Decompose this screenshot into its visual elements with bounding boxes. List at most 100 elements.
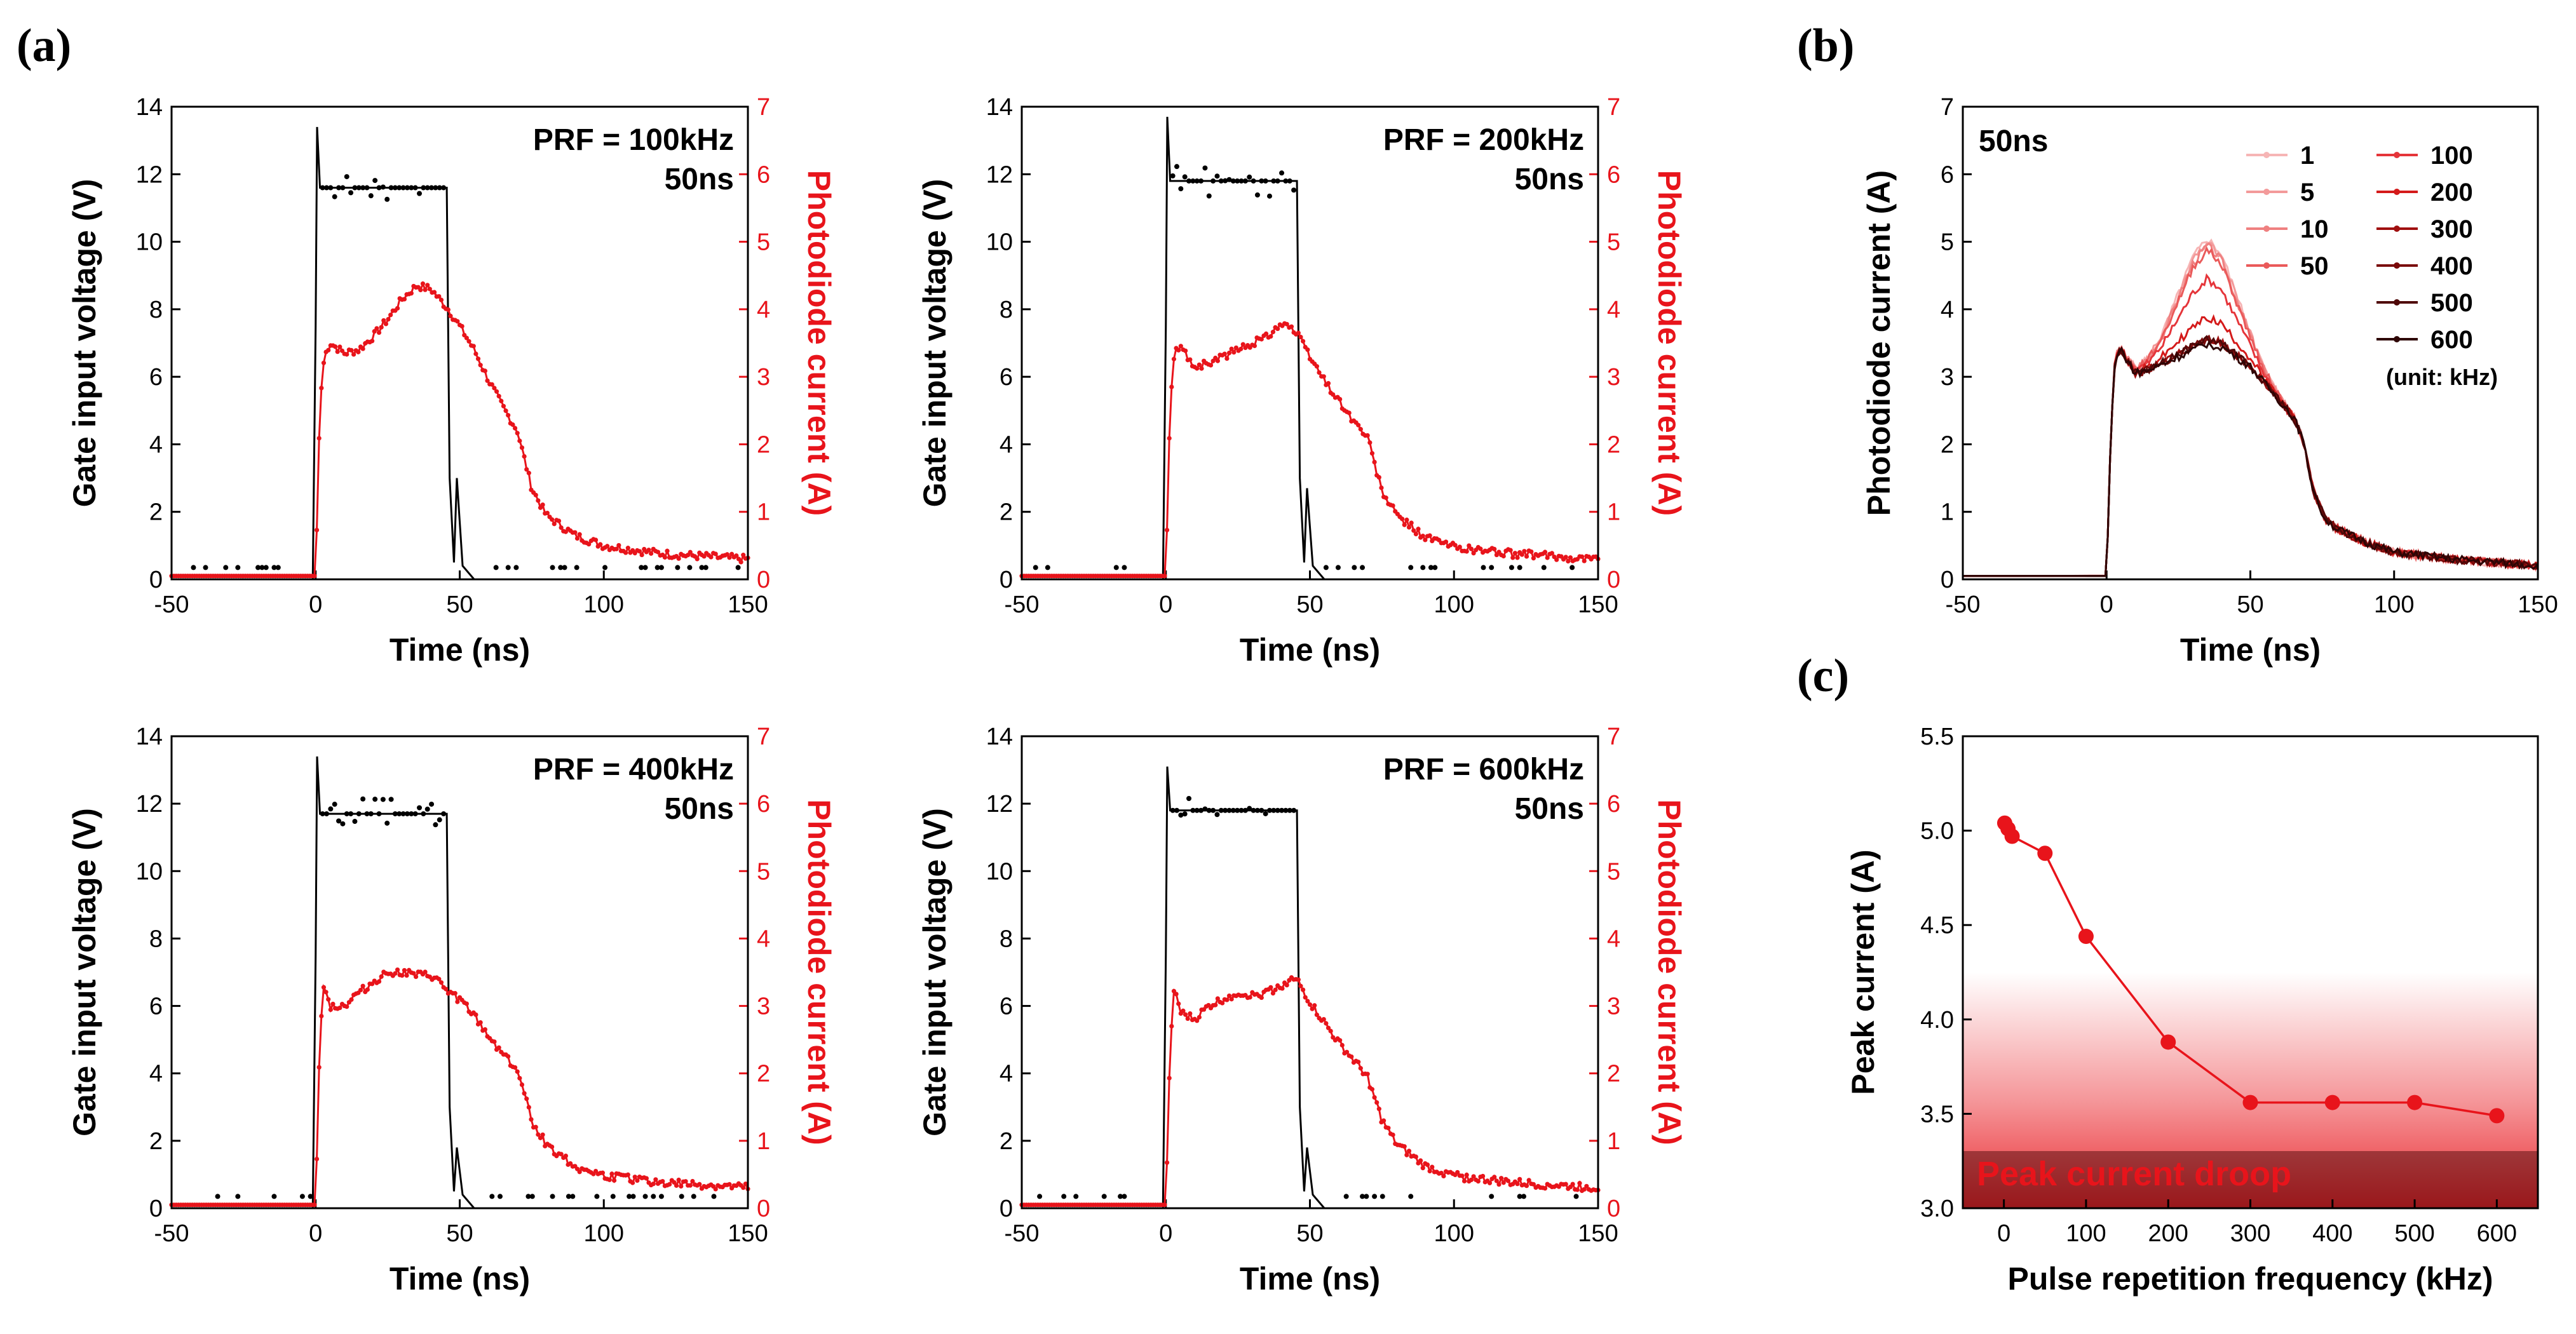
voltage-point xyxy=(1186,178,1192,184)
y-right-tick-label: 5 xyxy=(757,858,770,885)
current-point xyxy=(727,1182,732,1187)
current-point xyxy=(1199,366,1204,371)
y-tick-label: 3 xyxy=(1941,364,1954,391)
current-point xyxy=(376,330,382,335)
current-point xyxy=(420,281,426,286)
pulse-width-label: 50ns xyxy=(1515,792,1584,826)
voltage-point xyxy=(1214,812,1220,818)
current-point xyxy=(1515,555,1520,560)
voltage-point xyxy=(299,1194,305,1199)
current-point xyxy=(374,326,379,331)
voltage-point xyxy=(368,193,374,199)
voltage-point xyxy=(392,185,398,191)
y-tick-label: 2 xyxy=(1941,431,1954,458)
current-point xyxy=(492,1039,497,1044)
current-point xyxy=(1259,337,1264,342)
voltage-point xyxy=(397,185,402,191)
current-point xyxy=(1487,1180,1493,1185)
peak-point xyxy=(2004,828,2020,844)
legend-marker-600 xyxy=(2394,336,2400,342)
current-point xyxy=(690,1178,695,1184)
current-point xyxy=(1406,525,1412,530)
voltage-point xyxy=(360,185,366,191)
voltage-point xyxy=(437,817,442,823)
current-point xyxy=(478,363,483,368)
panel-label-c: (c) xyxy=(1797,650,1850,702)
current-point xyxy=(1443,539,1449,544)
plot-frame xyxy=(1020,735,1599,1209)
legend-label-10: 10 xyxy=(2300,215,2329,243)
voltage-point xyxy=(1190,178,1196,184)
y-right-tick-label: 0 xyxy=(757,567,770,593)
current-point xyxy=(1268,985,1273,990)
current-point xyxy=(503,408,508,414)
current-point xyxy=(1365,433,1370,438)
current-point xyxy=(314,527,320,533)
voltage-point xyxy=(1122,1194,1127,1199)
peak-point xyxy=(2324,1095,2340,1110)
current-point xyxy=(1176,1001,1181,1006)
voltage-point xyxy=(1372,1194,1378,1199)
current-point xyxy=(1420,1166,1425,1171)
current-point xyxy=(1185,1016,1190,1021)
legend-label-300: 300 xyxy=(2430,215,2473,243)
voltage-point xyxy=(397,811,402,817)
legend-label-50: 50 xyxy=(2300,252,2329,280)
current-point xyxy=(335,349,340,354)
y-tick-label: 0 xyxy=(1941,567,1954,593)
current-point xyxy=(1284,983,1289,988)
y-left-tick-label: 12 xyxy=(136,791,163,818)
current-point xyxy=(556,518,562,523)
voltage-point xyxy=(404,811,410,817)
voltage-point xyxy=(1202,165,1208,171)
y-right-tick-label: 2 xyxy=(1607,1061,1620,1088)
current-point xyxy=(1263,331,1269,336)
y-left-tick-label: 4 xyxy=(1000,431,1013,458)
current-point xyxy=(1301,987,1306,992)
x-tick-label: 100 xyxy=(2066,1220,2106,1247)
current-point xyxy=(323,990,329,995)
current-point xyxy=(1455,1169,1460,1175)
current-point xyxy=(337,344,342,349)
current-point xyxy=(1386,1126,1391,1131)
current-point xyxy=(482,368,488,374)
voltage-point xyxy=(1259,178,1264,184)
x-tick-label: 0 xyxy=(1159,1220,1172,1247)
prf-label: PRF = 600kHz xyxy=(1383,753,1584,786)
x-tick-label: 0 xyxy=(2100,591,2113,618)
voltage-point xyxy=(340,821,346,826)
plot-frame xyxy=(170,105,749,581)
voltage-point xyxy=(1279,807,1285,813)
voltage-point xyxy=(610,1194,616,1199)
voltage-point xyxy=(320,185,325,191)
current-point xyxy=(459,323,464,329)
voltage-point xyxy=(513,565,519,570)
current-point xyxy=(314,1156,320,1162)
current-point xyxy=(1268,334,1273,339)
legend-label-400: 400 xyxy=(2430,252,2473,280)
current-point xyxy=(464,335,469,340)
current-point xyxy=(674,1183,679,1188)
current-point xyxy=(321,985,327,990)
current-point xyxy=(1314,1012,1319,1018)
current-point xyxy=(1349,1054,1354,1060)
y-right-tick-label: 1 xyxy=(757,499,770,526)
current-point xyxy=(360,346,365,351)
voltage-point xyxy=(1113,565,1119,570)
y-left-tick-label: 0 xyxy=(1000,1196,1013,1222)
voltage-point xyxy=(1190,807,1196,813)
voltage-point xyxy=(372,178,378,184)
voltage-point xyxy=(215,1194,220,1199)
current-point xyxy=(1328,1028,1333,1034)
current-point xyxy=(1215,996,1220,1001)
y-left-tick-label: 14 xyxy=(986,94,1013,121)
voltage-point xyxy=(1360,1194,1366,1199)
voltage-point xyxy=(384,196,390,202)
current-point xyxy=(1164,527,1170,533)
voltage-point xyxy=(380,797,386,802)
y-tick-label: 3.5 xyxy=(1920,1101,1954,1128)
voltage-point xyxy=(566,1194,571,1199)
voltage-point xyxy=(271,1194,277,1199)
current-point xyxy=(1305,347,1310,353)
